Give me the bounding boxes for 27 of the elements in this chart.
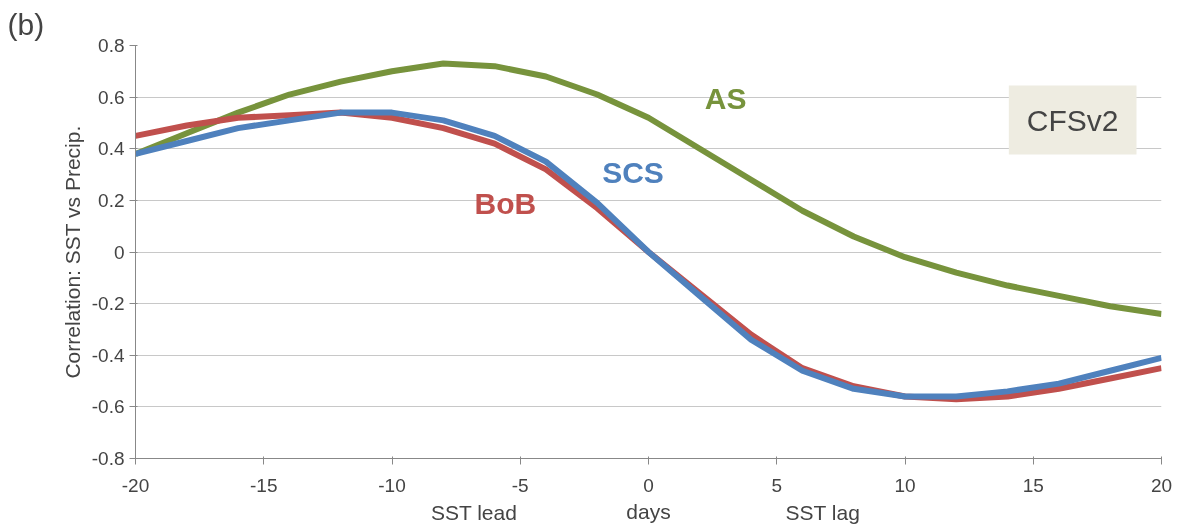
text: (b) (7, 7, 45, 41)
y-tick-label: -0.4 (91, 344, 125, 366)
y-tick-label: -0.6 (91, 396, 125, 418)
text: SST lag (785, 500, 860, 524)
series-label: BoB (474, 187, 537, 221)
y-tick-label: 0.6 (98, 86, 125, 108)
x-tick-label: 5 (771, 474, 783, 496)
y-tick-label: -0.8 (91, 448, 125, 469)
text: SST lead (430, 500, 517, 524)
series-label: SCS (602, 156, 664, 190)
x-tick-label: -5 (511, 474, 529, 496)
y-tick-label: 0.2 (98, 189, 125, 211)
x-tick-label: -10 (378, 474, 406, 496)
annotation: CFSv2 (1026, 103, 1119, 137)
x-tick-label: -20 (121, 474, 150, 496)
x-tick-label: 10 (894, 474, 916, 496)
series-label: AS (704, 82, 747, 116)
x-axis-title: days (626, 499, 671, 523)
x-tick-label: 0 (643, 474, 654, 496)
y-tick-label: -0.2 (91, 293, 125, 315)
x-tick-label: 15 (1022, 474, 1044, 496)
y-tick-label: 0.4 (98, 138, 125, 160)
x-tick-label: 20 (1150, 474, 1173, 496)
x-tick-label: -15 (250, 474, 278, 496)
y-axis-title: Correlation: SST vs Precip. (60, 125, 84, 379)
y-tick-label: 0.8 (98, 35, 125, 56)
y-tick-label: 0 (113, 241, 125, 263)
